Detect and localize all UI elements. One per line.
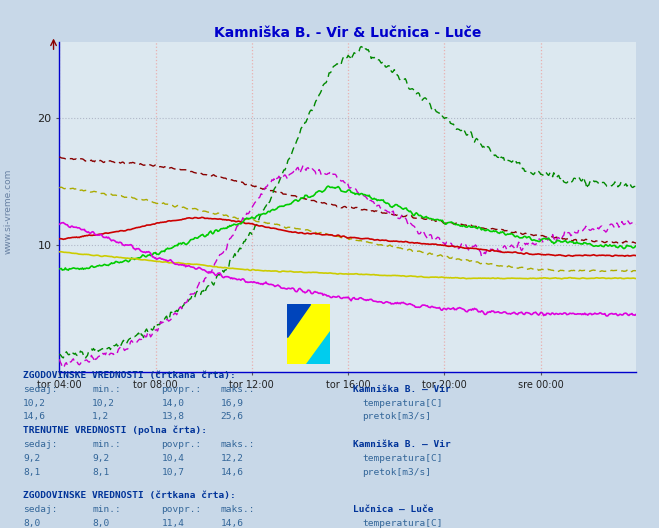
Text: 8,0: 8,0 <box>23 519 40 528</box>
Text: maks.:: maks.: <box>221 384 255 393</box>
Polygon shape <box>287 304 310 337</box>
Text: 14,6: 14,6 <box>221 468 244 477</box>
Text: 9,2: 9,2 <box>92 455 109 464</box>
Text: temperatura[C]: temperatura[C] <box>362 519 443 528</box>
Text: 10,2: 10,2 <box>23 399 46 408</box>
Text: 14,0: 14,0 <box>161 399 185 408</box>
Text: povpr.:: povpr.: <box>161 384 202 393</box>
Text: min.:: min.: <box>92 505 121 514</box>
Title: Kamniška B. - Vir & Lučnica - Luče: Kamniška B. - Vir & Lučnica - Luče <box>214 26 481 40</box>
Text: 10,2: 10,2 <box>92 399 115 408</box>
Text: ZGODOVINSKE VREDNOSTI (črtkana črta):: ZGODOVINSKE VREDNOSTI (črtkana črta): <box>23 491 236 500</box>
Text: 25,6: 25,6 <box>221 412 244 421</box>
Text: 11,4: 11,4 <box>161 519 185 528</box>
Text: povpr.:: povpr.: <box>161 440 202 449</box>
Text: maks.:: maks.: <box>221 440 255 449</box>
Polygon shape <box>306 331 330 364</box>
Text: 8,1: 8,1 <box>23 468 40 477</box>
Text: Kamniška B. – Vir: Kamniška B. – Vir <box>353 384 450 393</box>
Text: www.si-vreme.com: www.si-vreme.com <box>4 168 13 254</box>
Text: min.:: min.: <box>92 440 121 449</box>
Text: 8,1: 8,1 <box>92 468 109 477</box>
Text: Kamniška B. – Vir: Kamniška B. – Vir <box>353 440 450 449</box>
Text: 1,2: 1,2 <box>92 412 109 421</box>
Text: temperatura[C]: temperatura[C] <box>362 399 443 408</box>
Text: 13,8: 13,8 <box>161 412 185 421</box>
Text: povpr.:: povpr.: <box>161 505 202 514</box>
Text: min.:: min.: <box>92 384 121 393</box>
Text: sedaj:: sedaj: <box>23 505 57 514</box>
Text: maks.:: maks.: <box>221 505 255 514</box>
Text: ZGODOVINSKE VREDNOSTI (črtkana črta):: ZGODOVINSKE VREDNOSTI (črtkana črta): <box>23 371 236 380</box>
Text: 9,2: 9,2 <box>23 455 40 464</box>
Text: sedaj:: sedaj: <box>23 384 57 393</box>
Text: pretok[m3/s]: pretok[m3/s] <box>362 468 432 477</box>
Text: TRENUTNE VREDNOSTI (polna črta):: TRENUTNE VREDNOSTI (polna črta): <box>23 426 207 436</box>
Text: 8,0: 8,0 <box>92 519 109 528</box>
Text: 14,6: 14,6 <box>221 519 244 528</box>
Text: Lučnica – Luče: Lučnica – Luče <box>353 505 433 514</box>
Text: 10,7: 10,7 <box>161 468 185 477</box>
Text: temperatura[C]: temperatura[C] <box>362 455 443 464</box>
Text: 14,6: 14,6 <box>23 412 46 421</box>
Text: pretok[m3/s]: pretok[m3/s] <box>362 412 432 421</box>
Text: sedaj:: sedaj: <box>23 440 57 449</box>
Text: 16,9: 16,9 <box>221 399 244 408</box>
Text: 10,4: 10,4 <box>161 455 185 464</box>
Text: 12,2: 12,2 <box>221 455 244 464</box>
